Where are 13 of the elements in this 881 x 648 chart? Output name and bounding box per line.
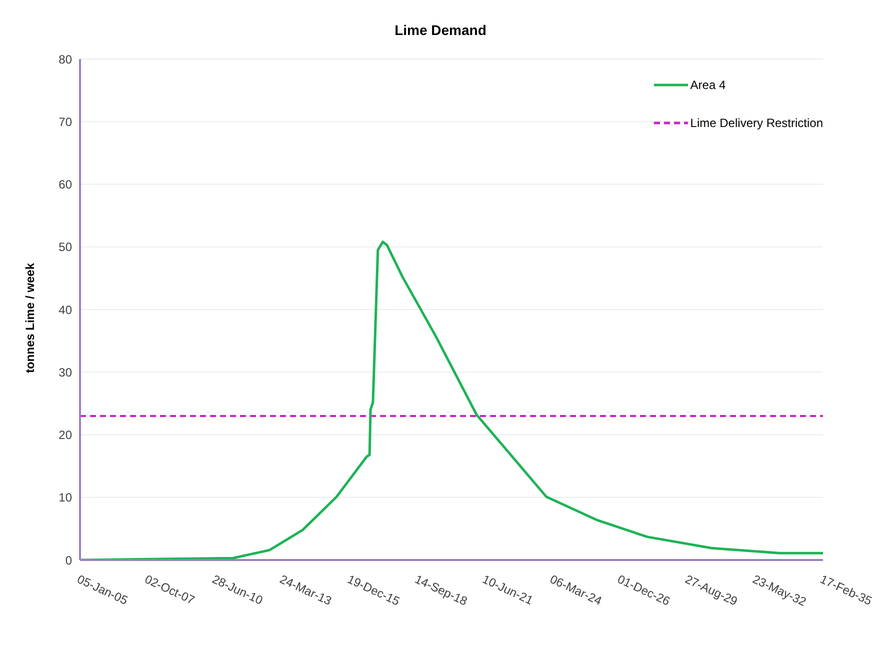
y-axis-title: tonnes Lime / week bbox=[23, 262, 37, 374]
y-tick-label: 40 bbox=[58, 302, 72, 317]
y-tick-label: 70 bbox=[58, 114, 72, 129]
y-tick-label: 10 bbox=[58, 490, 72, 505]
y-tick-label: 0 bbox=[65, 553, 72, 568]
y-tick-label: 50 bbox=[58, 240, 72, 254]
y-tick-label: 60 bbox=[58, 178, 72, 192]
chart-title: Lime Demand bbox=[394, 22, 488, 38]
legend-label: Lime Delivery Restriction bbox=[690, 116, 823, 130]
y-tick-label: 30 bbox=[58, 365, 72, 380]
legend-label: Area 4 bbox=[690, 78, 726, 92]
y-tick-label: 20 bbox=[58, 428, 72, 442]
y-tick-label: 80 bbox=[58, 52, 72, 66]
